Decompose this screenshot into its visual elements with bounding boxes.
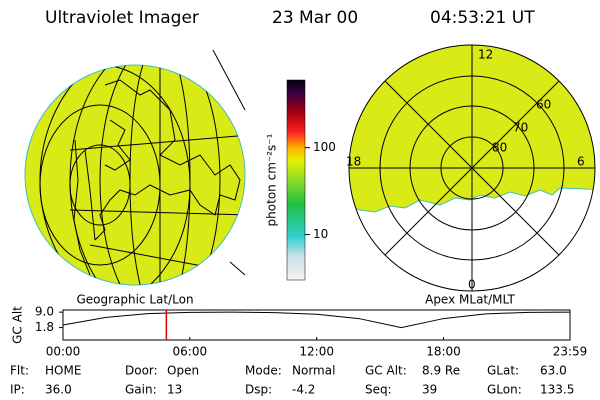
field-value: 13 — [167, 383, 182, 397]
panel-label: Geographic Lat/Lon — [76, 293, 193, 307]
mlt-label: 6 — [577, 155, 585, 169]
altitude-curve — [62, 311, 571, 329]
globe-image — [24, 49, 246, 286]
x-tick-label: 12:00 — [299, 345, 334, 359]
field-label: Gain: — [125, 383, 157, 397]
field-value: Open — [167, 364, 199, 378]
lat-label: 60 — [536, 98, 551, 112]
x-tick-label: 23:59 — [553, 345, 588, 359]
field-label: Dsp: — [245, 383, 272, 397]
field-label: IP: — [10, 383, 25, 397]
field-value: 36.0 — [45, 383, 72, 397]
lat-label: 70 — [513, 121, 528, 135]
colorbar-label: photon cm⁻²s⁻¹ — [265, 133, 279, 226]
field-value: 39 — [422, 383, 437, 397]
field-value: 8.9 Re — [422, 364, 460, 378]
y-tick-label: 9.0 — [35, 305, 54, 319]
date: 23 Mar 00 — [272, 8, 358, 28]
mlt-label: 12 — [478, 48, 493, 62]
field-value: Normal — [292, 364, 335, 378]
panel-label: Apex MLat/MLT — [425, 293, 515, 307]
mlt-label: 0 — [468, 278, 476, 292]
field-value: 133.5 — [540, 383, 574, 397]
polar-image — [348, 44, 596, 292]
lat-label: 80 — [492, 141, 507, 155]
field-label: Flt: — [10, 364, 29, 378]
field-label: Seq: — [365, 383, 392, 397]
x-tick-label: 00:00 — [46, 345, 81, 359]
field-label: Mode: — [245, 364, 282, 378]
field-label: GC Alt: — [365, 364, 407, 378]
colorbar-tick-label: 100 — [313, 140, 336, 154]
colorbar-tick-label: 10 — [313, 227, 328, 241]
colorbar — [286, 79, 306, 281]
y-tick-label: 1.8 — [35, 320, 54, 334]
mlt-label: 18 — [346, 155, 361, 169]
y-axis-label: GC Alt — [11, 306, 25, 344]
field-label: Door: — [125, 364, 158, 378]
time: 04:53:21 UT — [430, 8, 535, 28]
field-value: HOME — [45, 364, 81, 378]
field-value: 63.0 — [540, 364, 567, 378]
field-value: -4.2 — [292, 383, 315, 397]
field-label: GLat: — [487, 364, 519, 378]
x-tick-label: 06:00 — [173, 345, 208, 359]
x-tick-label: 18:00 — [426, 345, 461, 359]
field-label: GLon: — [487, 383, 522, 397]
title: Ultraviolet Imager — [45, 8, 199, 28]
